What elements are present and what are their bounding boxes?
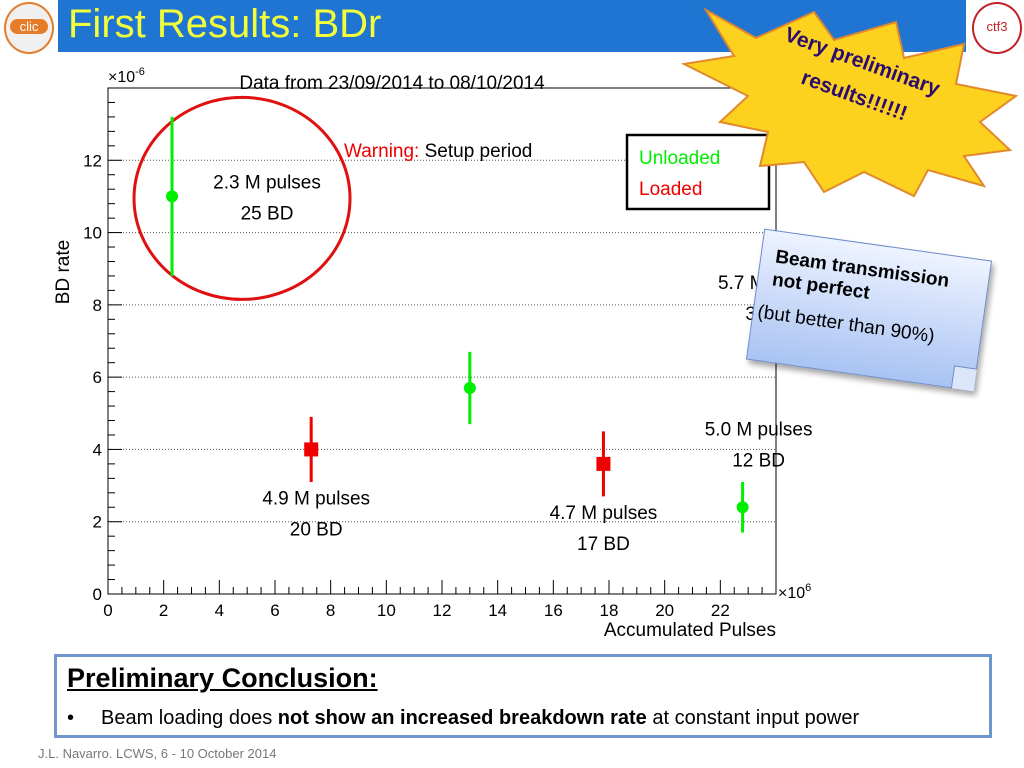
x-tick-label: 10 <box>377 601 396 620</box>
setup-period-ellipse <box>132 95 352 301</box>
legend-entry-unloaded: Unloaded <box>639 148 720 169</box>
point-label-pulses: 5.0 M pulses <box>705 419 813 440</box>
warning-text: Setup period <box>419 141 532 162</box>
warning-label: Warning: Setup period <box>344 141 532 162</box>
x-tick-label: 20 <box>655 601 674 620</box>
x-tick-label: 16 <box>544 601 563 620</box>
y-tick-label: 8 <box>93 296 102 315</box>
footer-text: J.L. Navarro. LCWS, 6 - 10 October 2014 <box>38 746 277 761</box>
data-point-loaded <box>304 442 319 457</box>
data-point-unloaded <box>463 381 476 394</box>
point-label-bd: 20 BD <box>290 519 343 540</box>
x-tick-label: 22 <box>711 601 730 620</box>
y-axis-label: BD rate <box>53 240 74 304</box>
preliminary-starburst: Very preliminary results!!!!!! <box>680 7 1019 198</box>
x-tick-label: 6 <box>270 601 279 620</box>
y-exponent-power: -6 <box>135 66 145 78</box>
note-fold-corner <box>950 365 977 392</box>
conclusion-box: Preliminary Conclusion: • Beam loading do… <box>54 654 992 738</box>
legend-box <box>625 133 771 211</box>
point-label-bd: 17 BD <box>577 534 630 555</box>
clic-logo: clic <box>4 2 54 54</box>
point-label-pulses: 4.7 M pulses <box>550 503 658 524</box>
y-tick-label: 12 <box>83 151 102 170</box>
chart-title: Data from 23/09/2014 to 08/10/2014 <box>239 73 545 94</box>
y-exponent-label: ×10-6 <box>108 66 145 86</box>
point-label-bd: 12 BD <box>732 450 785 471</box>
data-point-unloaded <box>166 190 179 203</box>
y-tick-label: 4 <box>93 440 102 459</box>
x-axis-label: Accumulated Pulses <box>604 620 776 641</box>
x-tick-label: 2 <box>159 601 168 620</box>
y-tick-label: 6 <box>93 368 102 387</box>
point-label-pulses: 2.3 M pulses <box>213 172 321 193</box>
point-label-pulses: 4.9 M pulses <box>262 488 370 509</box>
x-tick-label: 0 <box>103 601 112 620</box>
data-point-loaded <box>596 456 611 471</box>
y-tick-label: 2 <box>93 513 102 532</box>
data-point-unloaded <box>736 501 749 514</box>
x-exponent-label: ×106 <box>778 582 811 602</box>
y-tick-label: 0 <box>93 585 102 604</box>
bullet: • <box>67 707 75 729</box>
conclusion-text-after: at constant input power <box>646 707 860 729</box>
x-tick-label: 12 <box>433 601 452 620</box>
y-tick-label: 10 <box>83 224 102 243</box>
x-tick-label: 8 <box>326 601 335 620</box>
point-label-bd: 25 BD <box>241 203 294 224</box>
conclusion-line: • Beam loading does not show an increased… <box>67 707 859 730</box>
conclusion-text-before: Beam loading does <box>101 707 278 729</box>
legend-entry-loaded: Loaded <box>639 179 702 200</box>
conclusion-text-bold: not show an increased breakdown rate <box>277 707 647 729</box>
x-exponent-power: 6 <box>805 582 811 594</box>
x-tick-label: 4 <box>215 601 224 620</box>
ctf3-logo: ctf3 <box>972 2 1022 54</box>
bd-rate-chart: 0 2 4 6 8 10 12 0 2 4 6 8 10 12 14 16 18 20 22 ×10-6 ×106 Dat… <box>53 66 826 641</box>
conclusion-heading: Preliminary Conclusion: <box>67 663 378 693</box>
x-tick-label: 18 <box>600 601 619 620</box>
x-tick-label: 14 <box>488 601 507 620</box>
slide-title: First Results: BDr <box>68 2 382 46</box>
